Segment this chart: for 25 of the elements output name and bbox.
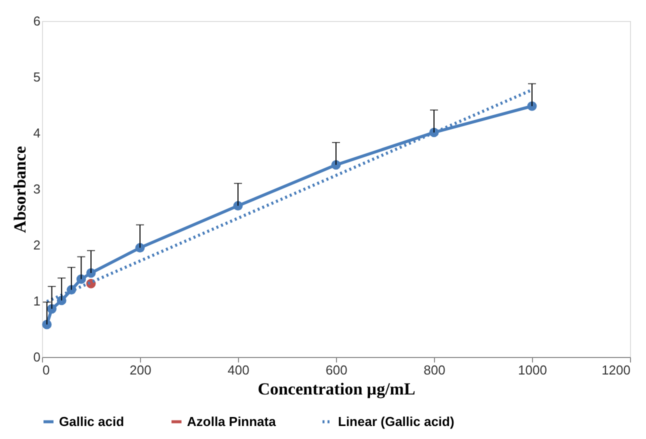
legend-label: Linear (Gallic acid)	[338, 414, 454, 429]
legend-label: Azolla Pinnata	[187, 414, 277, 429]
x-tick-label: 800	[424, 362, 446, 378]
x-tick-label: 200	[130, 362, 152, 378]
y-tick-label: 1	[33, 294, 40, 308]
point	[86, 268, 96, 278]
y-axis-title: Absorbance	[10, 146, 30, 233]
point	[56, 296, 66, 306]
x-tick-label: 400	[228, 362, 250, 378]
point	[42, 320, 52, 330]
y-tick-label: 5	[33, 70, 40, 84]
x-tick-label: 1200	[602, 362, 630, 378]
y-tick-label: 4	[33, 126, 40, 140]
y-tick-label: 3	[33, 182, 40, 196]
legend-label: Gallic acid	[59, 414, 124, 429]
point	[76, 274, 86, 284]
y-tick-label: 0	[33, 350, 40, 364]
x-axis-title: Concentration µg/mL	[258, 380, 416, 398]
y-tick-label: 6	[33, 14, 40, 28]
y-tick-label: 2	[33, 238, 40, 252]
x-tick-label: 600	[326, 362, 348, 378]
x-tick-label: 1000	[518, 362, 547, 378]
x-tick-label: 0	[42, 362, 50, 378]
point	[47, 304, 57, 314]
point	[527, 101, 537, 111]
